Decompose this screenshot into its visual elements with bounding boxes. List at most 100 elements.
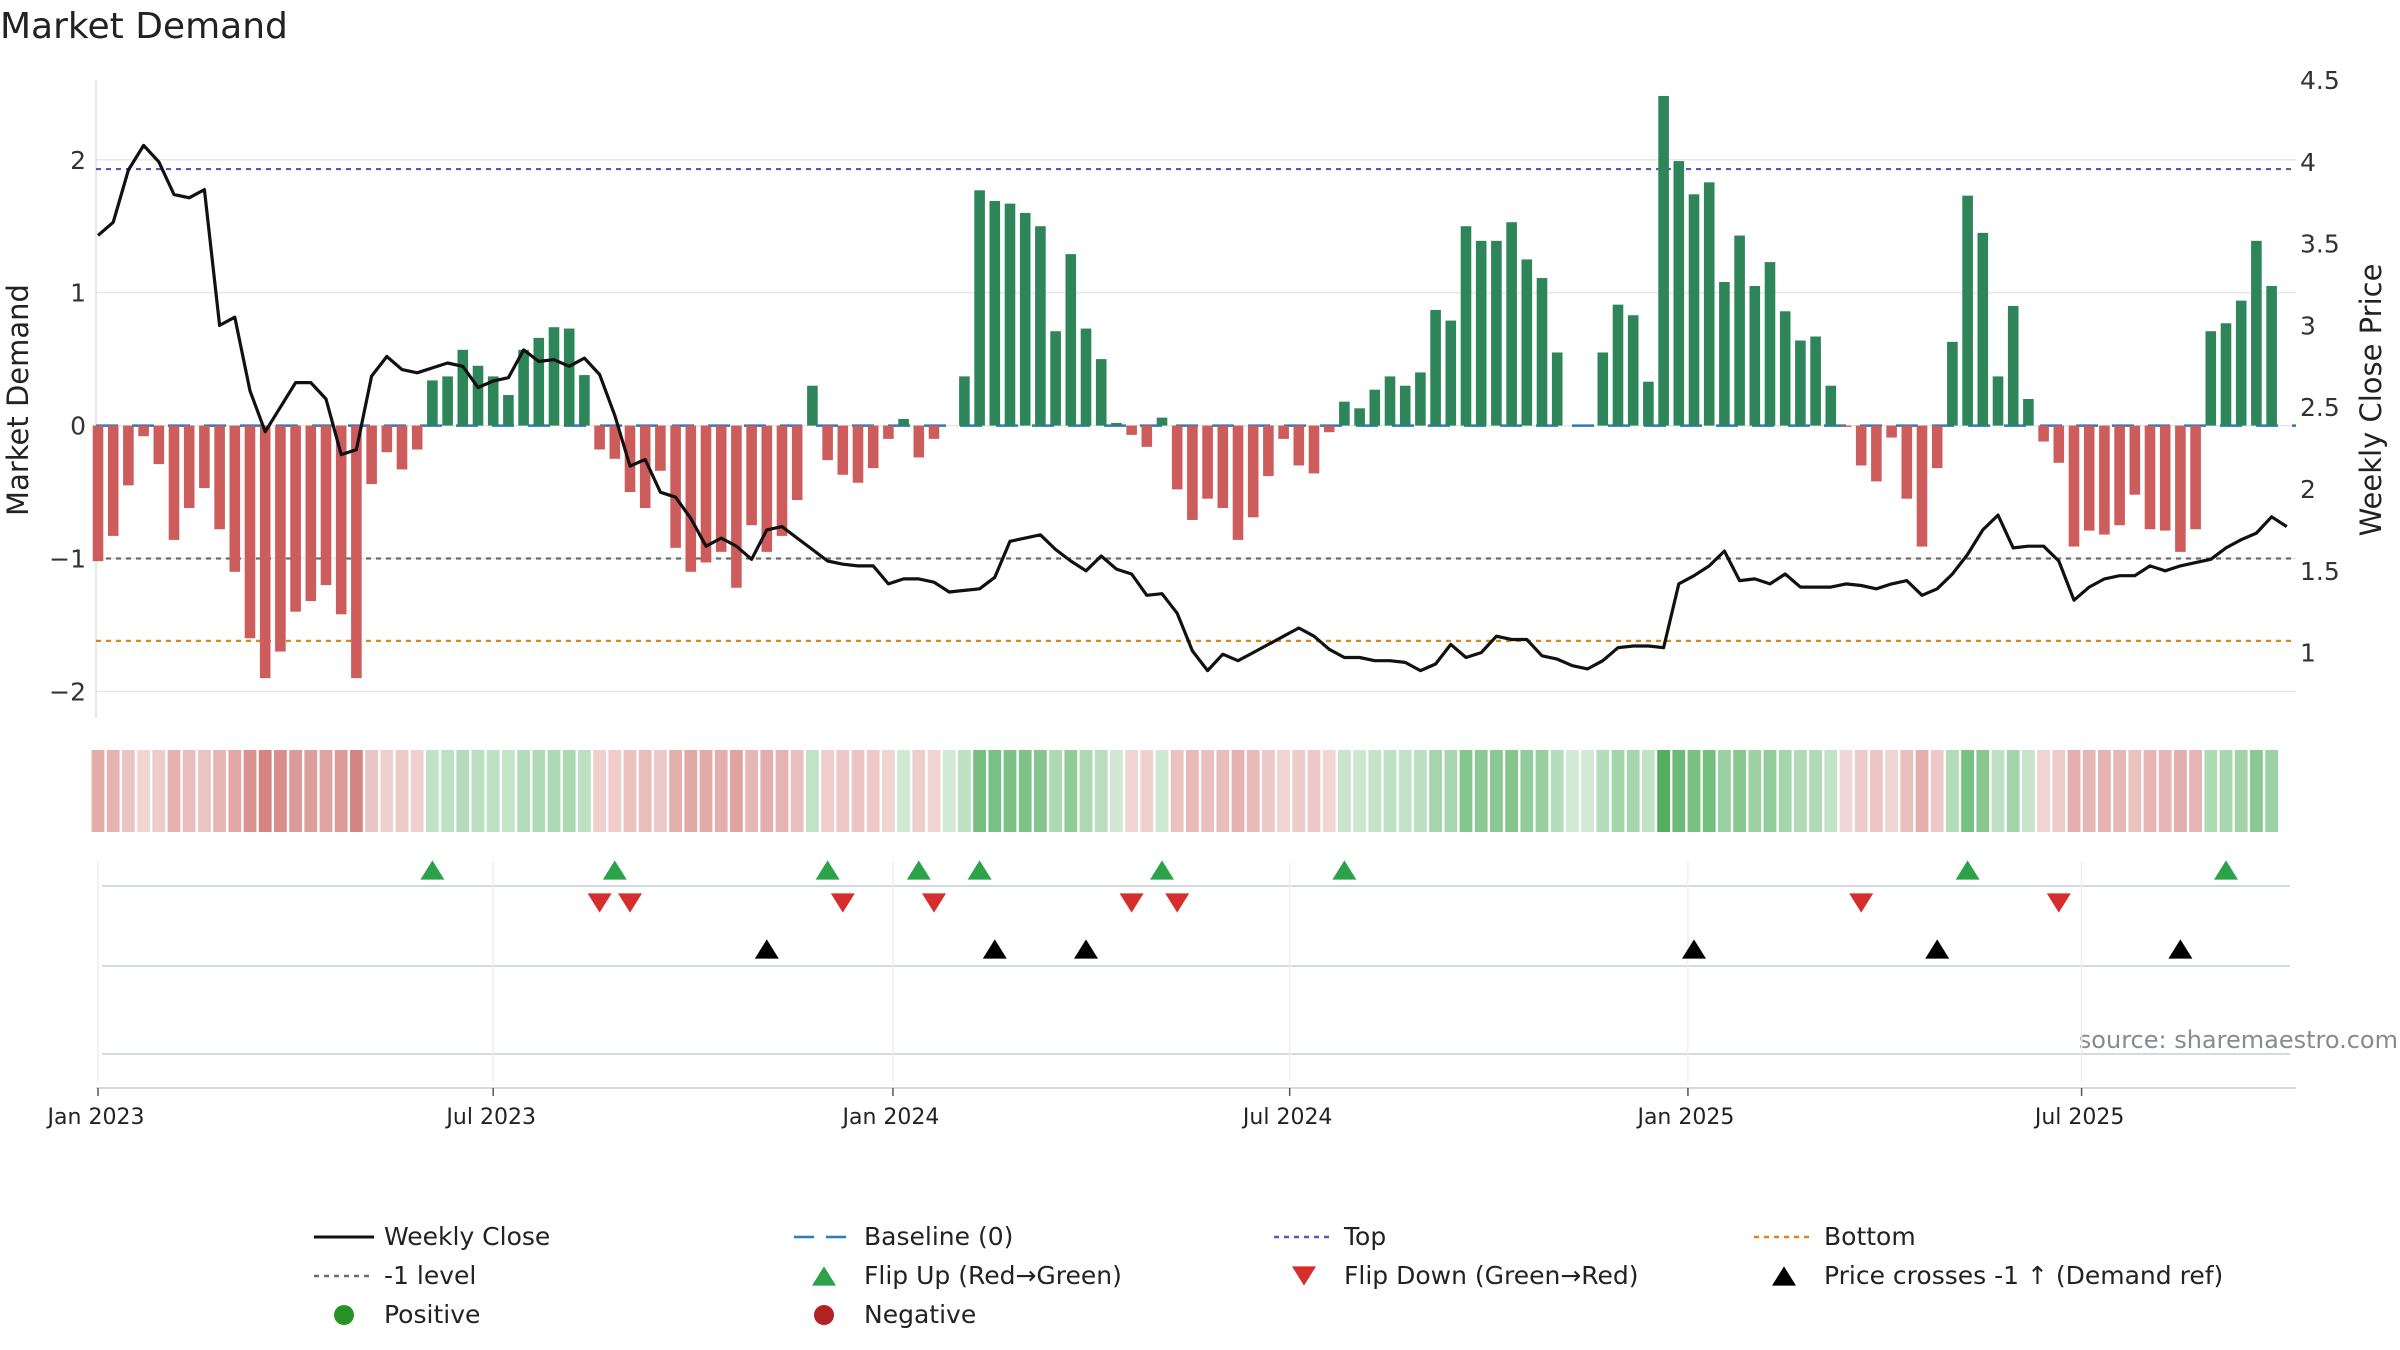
demand-bar-76 [1247, 425, 1259, 518]
strip-cell-18 [365, 750, 378, 832]
flip-up-marker-0 [420, 860, 445, 880]
strip-cell-33 [593, 750, 606, 832]
demand-bar-81 [1323, 425, 1335, 433]
flip-down-marker-0 [587, 893, 612, 913]
demand-bar-75 [1232, 425, 1244, 540]
strip-cell-0 [91, 750, 105, 832]
demand-bar-138 [2190, 425, 2201, 530]
strip-cell-73 [1201, 750, 1214, 832]
flip-up-marker-4 [967, 860, 992, 880]
right-axis-ticks: 1 1.5 2 2.5 3 3.5 4 4.5 [2300, 66, 2340, 668]
legend--1-level-label: -1 level [384, 1261, 476, 1290]
strip-cell-52 [882, 750, 895, 832]
demand-bar-87 [1415, 372, 1426, 426]
x-tick-label-0: Jan 2023 [46, 1105, 145, 1130]
demand-bar-78 [1278, 425, 1289, 439]
strip-cell-137 [2174, 750, 2187, 832]
strip-cell-62 [1034, 750, 1047, 832]
demand-bar-33 [594, 425, 605, 450]
flip-down-marker-1 [618, 893, 642, 913]
strip-cell-58 [973, 750, 986, 832]
demand-bar-42 [731, 425, 742, 588]
strip-cell-130 [2067, 750, 2081, 832]
strip-cell-16 [334, 750, 348, 832]
strip-cell-133 [2113, 750, 2126, 832]
demand-bar-130 [2068, 425, 2080, 547]
demand-bar-101 [1627, 315, 1639, 426]
y-axis-right-label: Weekly Close Price [2354, 264, 2388, 537]
weekly-close-series [96, 143, 2288, 673]
strip-cell-100 [1611, 750, 1625, 832]
strip-cell-41 [714, 750, 728, 832]
source-label: source: sharemaestro.com [2079, 1026, 2398, 1054]
chart-title: Market Demand [0, 6, 288, 47]
demand-bar-10 [244, 425, 256, 639]
strip-cell-2 [122, 750, 135, 832]
strip-cell-109 [1748, 750, 1762, 832]
demand-bar-68 [1126, 425, 1137, 435]
legend-flip-up-red-green-label: Flip Up (Red→Green) [864, 1261, 1122, 1290]
strip-cell-96 [1550, 750, 1564, 832]
demand-bar-66 [1095, 359, 1107, 426]
demand-bar-4 [153, 425, 165, 465]
strip-cell-14 [304, 750, 318, 832]
strip-cell-10 [243, 750, 257, 832]
flip-down-marker-7 [2046, 893, 2071, 913]
demand-bar-41 [715, 425, 727, 552]
demand-bar-51 [867, 425, 879, 469]
strip-cell-84 [1368, 750, 1382, 832]
strip-cell-128 [2037, 750, 2050, 832]
strip-cell-139 [2204, 750, 2218, 832]
demand-bar-95 [1536, 278, 1548, 426]
demand-bar-36 [639, 425, 651, 508]
demand-bar-82 [1339, 401, 1350, 426]
strip-cell-71 [1170, 750, 1184, 832]
event-marker-rows [96, 860, 2296, 1089]
flip-down-marker-6 [1849, 893, 1874, 913]
demand-bar-106 [1703, 182, 1715, 426]
legend-negative-swatch [814, 1305, 834, 1325]
demand-bar-117 [1871, 425, 1882, 482]
strip-cell-48 [821, 750, 834, 832]
demand-bar-14 [305, 425, 317, 602]
demand-bar-64 [1065, 254, 1077, 426]
strip-cell-49 [836, 750, 850, 832]
legend-weekly-close-label: Weekly Close [384, 1222, 550, 1251]
demand-bar-43 [746, 425, 757, 526]
demand-bar-34 [609, 425, 621, 459]
y-axis-left-label: Market Demand [1, 284, 35, 516]
left-tick-label-0: −2 [49, 677, 86, 706]
demand-bar-85 [1384, 376, 1396, 426]
flip-down-marker-2 [830, 893, 855, 913]
demand-bar-103 [1658, 95, 1669, 426]
legend-negative-label: Negative [864, 1300, 976, 1329]
x-tick-label-5: Jul 2025 [2033, 1105, 2125, 1130]
right-tick-label-4: 3 [2300, 311, 2316, 340]
strip-cell-119 [1900, 750, 1914, 832]
left-axis-ticks: −2 −1 0 1 2 [49, 146, 86, 707]
strip-cell-13 [289, 750, 302, 832]
demand-bar-134 [2129, 425, 2141, 495]
demand-bar-140 [2220, 323, 2232, 426]
demand-bar-109 [1749, 286, 1761, 426]
strip-cell-131 [2082, 750, 2096, 832]
demand-bar-123 [1962, 195, 1973, 426]
strip-cell-26 [486, 750, 500, 832]
demand-bar-25 [472, 365, 484, 426]
flip-down-marker-3 [922, 893, 946, 913]
demand-bar-114 [1825, 385, 1837, 426]
strip-cell-30 [547, 750, 561, 832]
strip-cell-60 [1003, 750, 1017, 832]
strip-cell-106 [1702, 750, 1716, 832]
flip-down-marker-4 [1119, 893, 1144, 913]
demand-bar-96 [1551, 352, 1563, 426]
demand-bar-1 [107, 425, 119, 536]
strip-cell-90 [1459, 750, 1473, 832]
right-tick-label-5: 3.5 [2300, 230, 2340, 259]
strip-cell-107 [1718, 750, 1731, 832]
strip-cell-118 [1885, 750, 1898, 832]
strip-cell-125 [1991, 750, 2005, 832]
strip-cell-76 [1246, 750, 1260, 832]
demand-bar-2 [123, 425, 134, 486]
strip-cell-115 [1839, 750, 1853, 832]
